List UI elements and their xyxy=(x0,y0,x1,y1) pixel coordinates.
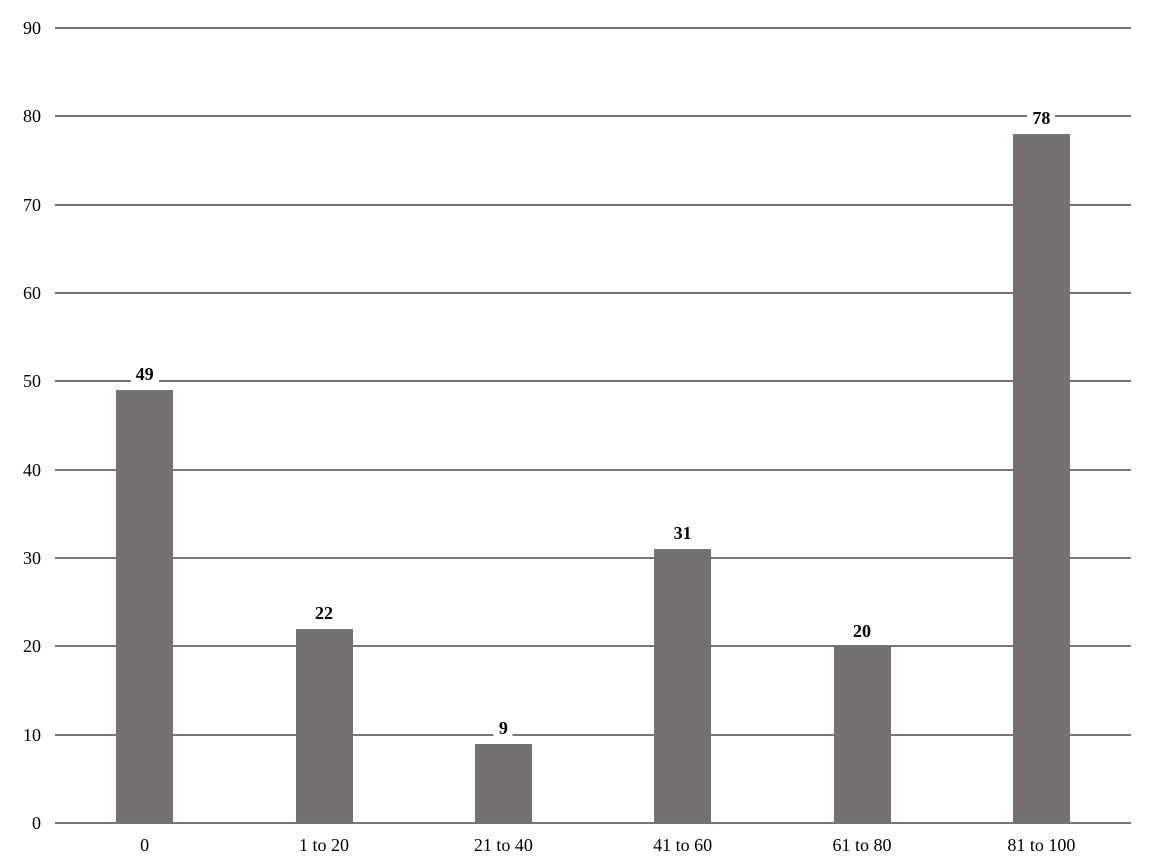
gridline xyxy=(55,380,1131,383)
gridline xyxy=(55,733,1131,736)
gridline xyxy=(55,292,1131,294)
gridline xyxy=(55,203,1131,206)
x-axis-category-label: 1 to 20 xyxy=(298,835,350,855)
x-axis-category-label: 41 to 60 xyxy=(653,835,713,855)
y-axis-tick-label: 80 xyxy=(23,106,41,127)
y-axis-tick-label: 60 xyxy=(23,283,41,303)
bar-value-label: 22 xyxy=(310,601,338,625)
x-axis-category-label: 81 to 100 xyxy=(1007,835,1076,855)
bar-value-label: 20 xyxy=(848,619,876,643)
bar xyxy=(833,646,891,823)
x-axis-category-label: 21 to 40 xyxy=(473,835,533,855)
bar xyxy=(116,390,174,823)
bar xyxy=(295,628,353,823)
gridline xyxy=(55,822,1131,824)
y-axis-tick-label: 0 xyxy=(32,813,41,833)
x-axis-category-label: 61 to 80 xyxy=(832,835,892,855)
gridline xyxy=(55,115,1131,118)
plot-area: 0 10 20 30 40 50 60 70 80 90 49 22 9 31 20 78 xyxy=(23,19,1131,832)
gridline xyxy=(55,27,1131,29)
gridline xyxy=(55,468,1131,471)
y-axis-tick-label: 20 xyxy=(23,636,41,657)
gridline xyxy=(55,645,1131,648)
y-axis-tick-label: 40 xyxy=(23,459,41,480)
y-axis-tick-label: 90 xyxy=(23,18,41,38)
bar xyxy=(1012,134,1070,823)
bar xyxy=(474,743,532,823)
bar-value-label: 9 xyxy=(493,716,513,740)
x-axis: 0 1 to 20 21 to 40 41 to 60 61 to 80 81 to 10… xyxy=(55,835,1131,860)
bar-value-label: 78 xyxy=(1027,107,1056,130)
bar-value-label: 49 xyxy=(130,363,159,387)
gridline xyxy=(55,557,1131,559)
y-axis-tick-label: 50 xyxy=(23,371,41,392)
bar-value-label: 31 xyxy=(668,522,697,546)
x-axis-category-label: 0 xyxy=(140,835,150,855)
y-axis-tick-label: 10 xyxy=(23,724,41,745)
y-axis-tick-label: 30 xyxy=(23,548,41,568)
y-axis-tick-label: 70 xyxy=(23,194,41,215)
bar xyxy=(654,549,712,823)
